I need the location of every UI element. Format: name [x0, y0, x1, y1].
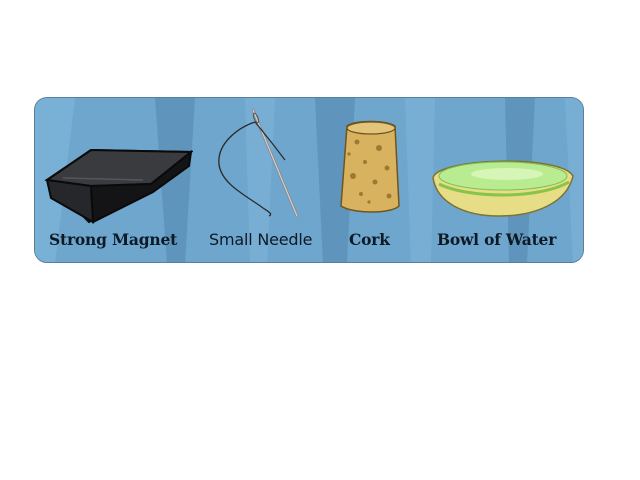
item-label: Bowl of Water — [437, 230, 556, 249]
item-label: Strong Magnet — [49, 230, 177, 249]
needle-icon — [207, 104, 307, 224]
item-strong-magnet: Strong Magnet — [35, 98, 195, 263]
item-small-needle: Small Needle — [205, 98, 325, 263]
bowl-icon — [427, 152, 577, 222]
item-label: Cork — [349, 230, 390, 249]
magnet-icon — [43, 136, 193, 226]
cork-icon — [335, 118, 405, 218]
item-bowl-of-water: Bowl of Water — [425, 98, 584, 263]
item-cork: Cork — [335, 98, 405, 263]
items-panel: Strong Magnet Small Needle Cork — [34, 97, 584, 263]
item-label: Small Needle — [209, 230, 312, 249]
